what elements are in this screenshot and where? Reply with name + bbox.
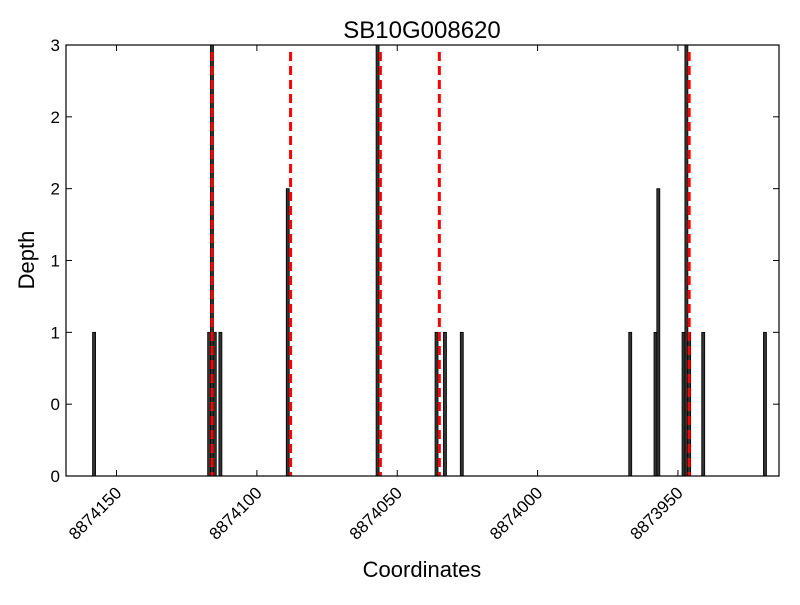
markers-layer	[210, 52, 691, 476]
y-tick-label-3: 1	[51, 252, 60, 271]
bar-17	[763, 331, 767, 477]
chart-title: SB10G008620	[343, 17, 500, 44]
y-tick-label-6: 3	[51, 36, 60, 55]
bar-3	[212, 331, 217, 477]
bar-12	[656, 188, 661, 477]
plot-frame	[65, 44, 780, 477]
bar-8	[443, 331, 447, 477]
bar-16	[701, 331, 706, 477]
bar-10	[628, 331, 633, 477]
y-tick-label-1: 0	[51, 395, 60, 414]
bar-4	[218, 331, 223, 477]
x-tick-label-0: 8874150	[65, 483, 125, 543]
y-tick-label-4: 2	[51, 180, 60, 199]
bar-0	[92, 331, 96, 477]
bar-6	[375, 44, 380, 477]
x-axis-label: Coordinates	[363, 557, 482, 582]
y-tick-label-5: 2	[51, 108, 60, 127]
bar-5	[285, 188, 290, 477]
x-tick-label-4: 8873950	[627, 483, 687, 543]
y-axis-label: Depth	[14, 231, 39, 290]
y-tick-label-2: 1	[51, 323, 60, 342]
bars-layer	[92, 44, 767, 477]
x-tick-label-2: 8874050	[346, 483, 406, 543]
bar-9	[459, 331, 464, 477]
x-tick-label-3: 8874000	[486, 483, 546, 543]
bar-7	[434, 331, 439, 477]
x-tick-label-1: 8874100	[205, 483, 265, 543]
y-axis: 0 0 1 1 2 2 3	[51, 36, 779, 486]
y-tick-label-0: 0	[51, 467, 60, 486]
